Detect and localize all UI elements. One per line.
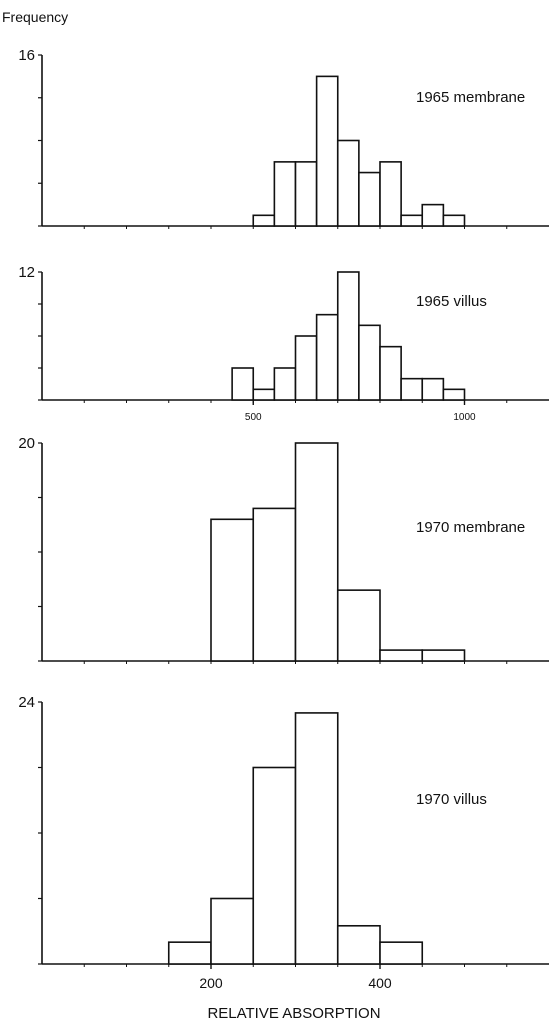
- panel-title: 1970 membrane: [416, 519, 525, 536]
- panel-title: 1970 villus: [416, 791, 487, 808]
- histogram-bar: [252, 214, 276, 227]
- histogram-panel-1: 16 1965 membrane: [18, 47, 549, 229]
- histogram-bar: [231, 367, 255, 401]
- histogram-panel-4: 24 200 400 1970 villus: [18, 694, 549, 991]
- histogram-bar: [315, 75, 339, 227]
- panel-title: 1965 membrane: [416, 89, 525, 106]
- histogram-bar: [336, 589, 381, 662]
- histogram-bar: [315, 313, 339, 401]
- x-tick-label: 200: [199, 975, 223, 991]
- histogram-bar: [379, 649, 424, 662]
- histogram-bar: [294, 335, 318, 401]
- histogram-bar: [210, 897, 255, 965]
- panel-title: 1965 villus: [416, 293, 487, 310]
- histogram-bar: [421, 203, 445, 227]
- y-max-label: 12: [18, 264, 35, 281]
- histogram-panel-2: 12 500 1000 1965 villus: [18, 264, 549, 423]
- histogram-bar: [358, 171, 381, 227]
- histogram-bar: [273, 367, 297, 401]
- histogram-bar: [379, 941, 424, 965]
- histogram-bar: [421, 377, 445, 401]
- histogram-bar: [294, 161, 318, 227]
- histogram-bar: [336, 271, 360, 401]
- y-max-label: 24: [18, 694, 35, 711]
- histogram-bar: [442, 388, 466, 401]
- x-tick-label: 500: [245, 412, 262, 423]
- histogram-bar: [336, 924, 381, 965]
- histogram-bar: [400, 377, 424, 401]
- histogram-bar: [294, 442, 339, 662]
- histogram-panels: 16 1965 membrane 12 500 1000 1965 villus 20 197…: [18, 47, 549, 991]
- histogram-bar: [379, 161, 402, 227]
- x-tick-label: 1000: [453, 412, 476, 423]
- histogram-bar: [442, 214, 466, 227]
- histogram-bar: [336, 139, 360, 227]
- y-axis-label: Frequency: [2, 9, 68, 25]
- histogram-bar: [167, 941, 212, 965]
- histogram-bar: [358, 324, 381, 401]
- histogram-bar: [273, 161, 297, 227]
- y-max-label: 20: [18, 435, 35, 452]
- histogram-bar: [294, 712, 339, 965]
- histogram-bar: [252, 766, 297, 965]
- x-axis-label: RELATIVE ABSORPTION: [207, 1005, 380, 1022]
- x-tick-label: 400: [368, 975, 392, 991]
- histogram-bar: [252, 507, 297, 662]
- histogram-bar: [210, 518, 255, 662]
- histogram-bar: [421, 649, 466, 662]
- histogram-bar: [379, 345, 402, 401]
- histogram-bar: [252, 388, 276, 401]
- histogram-panel-3: 20 1970 membrane: [18, 435, 549, 664]
- y-max-label: 16: [18, 47, 35, 64]
- histogram-bar: [400, 214, 424, 227]
